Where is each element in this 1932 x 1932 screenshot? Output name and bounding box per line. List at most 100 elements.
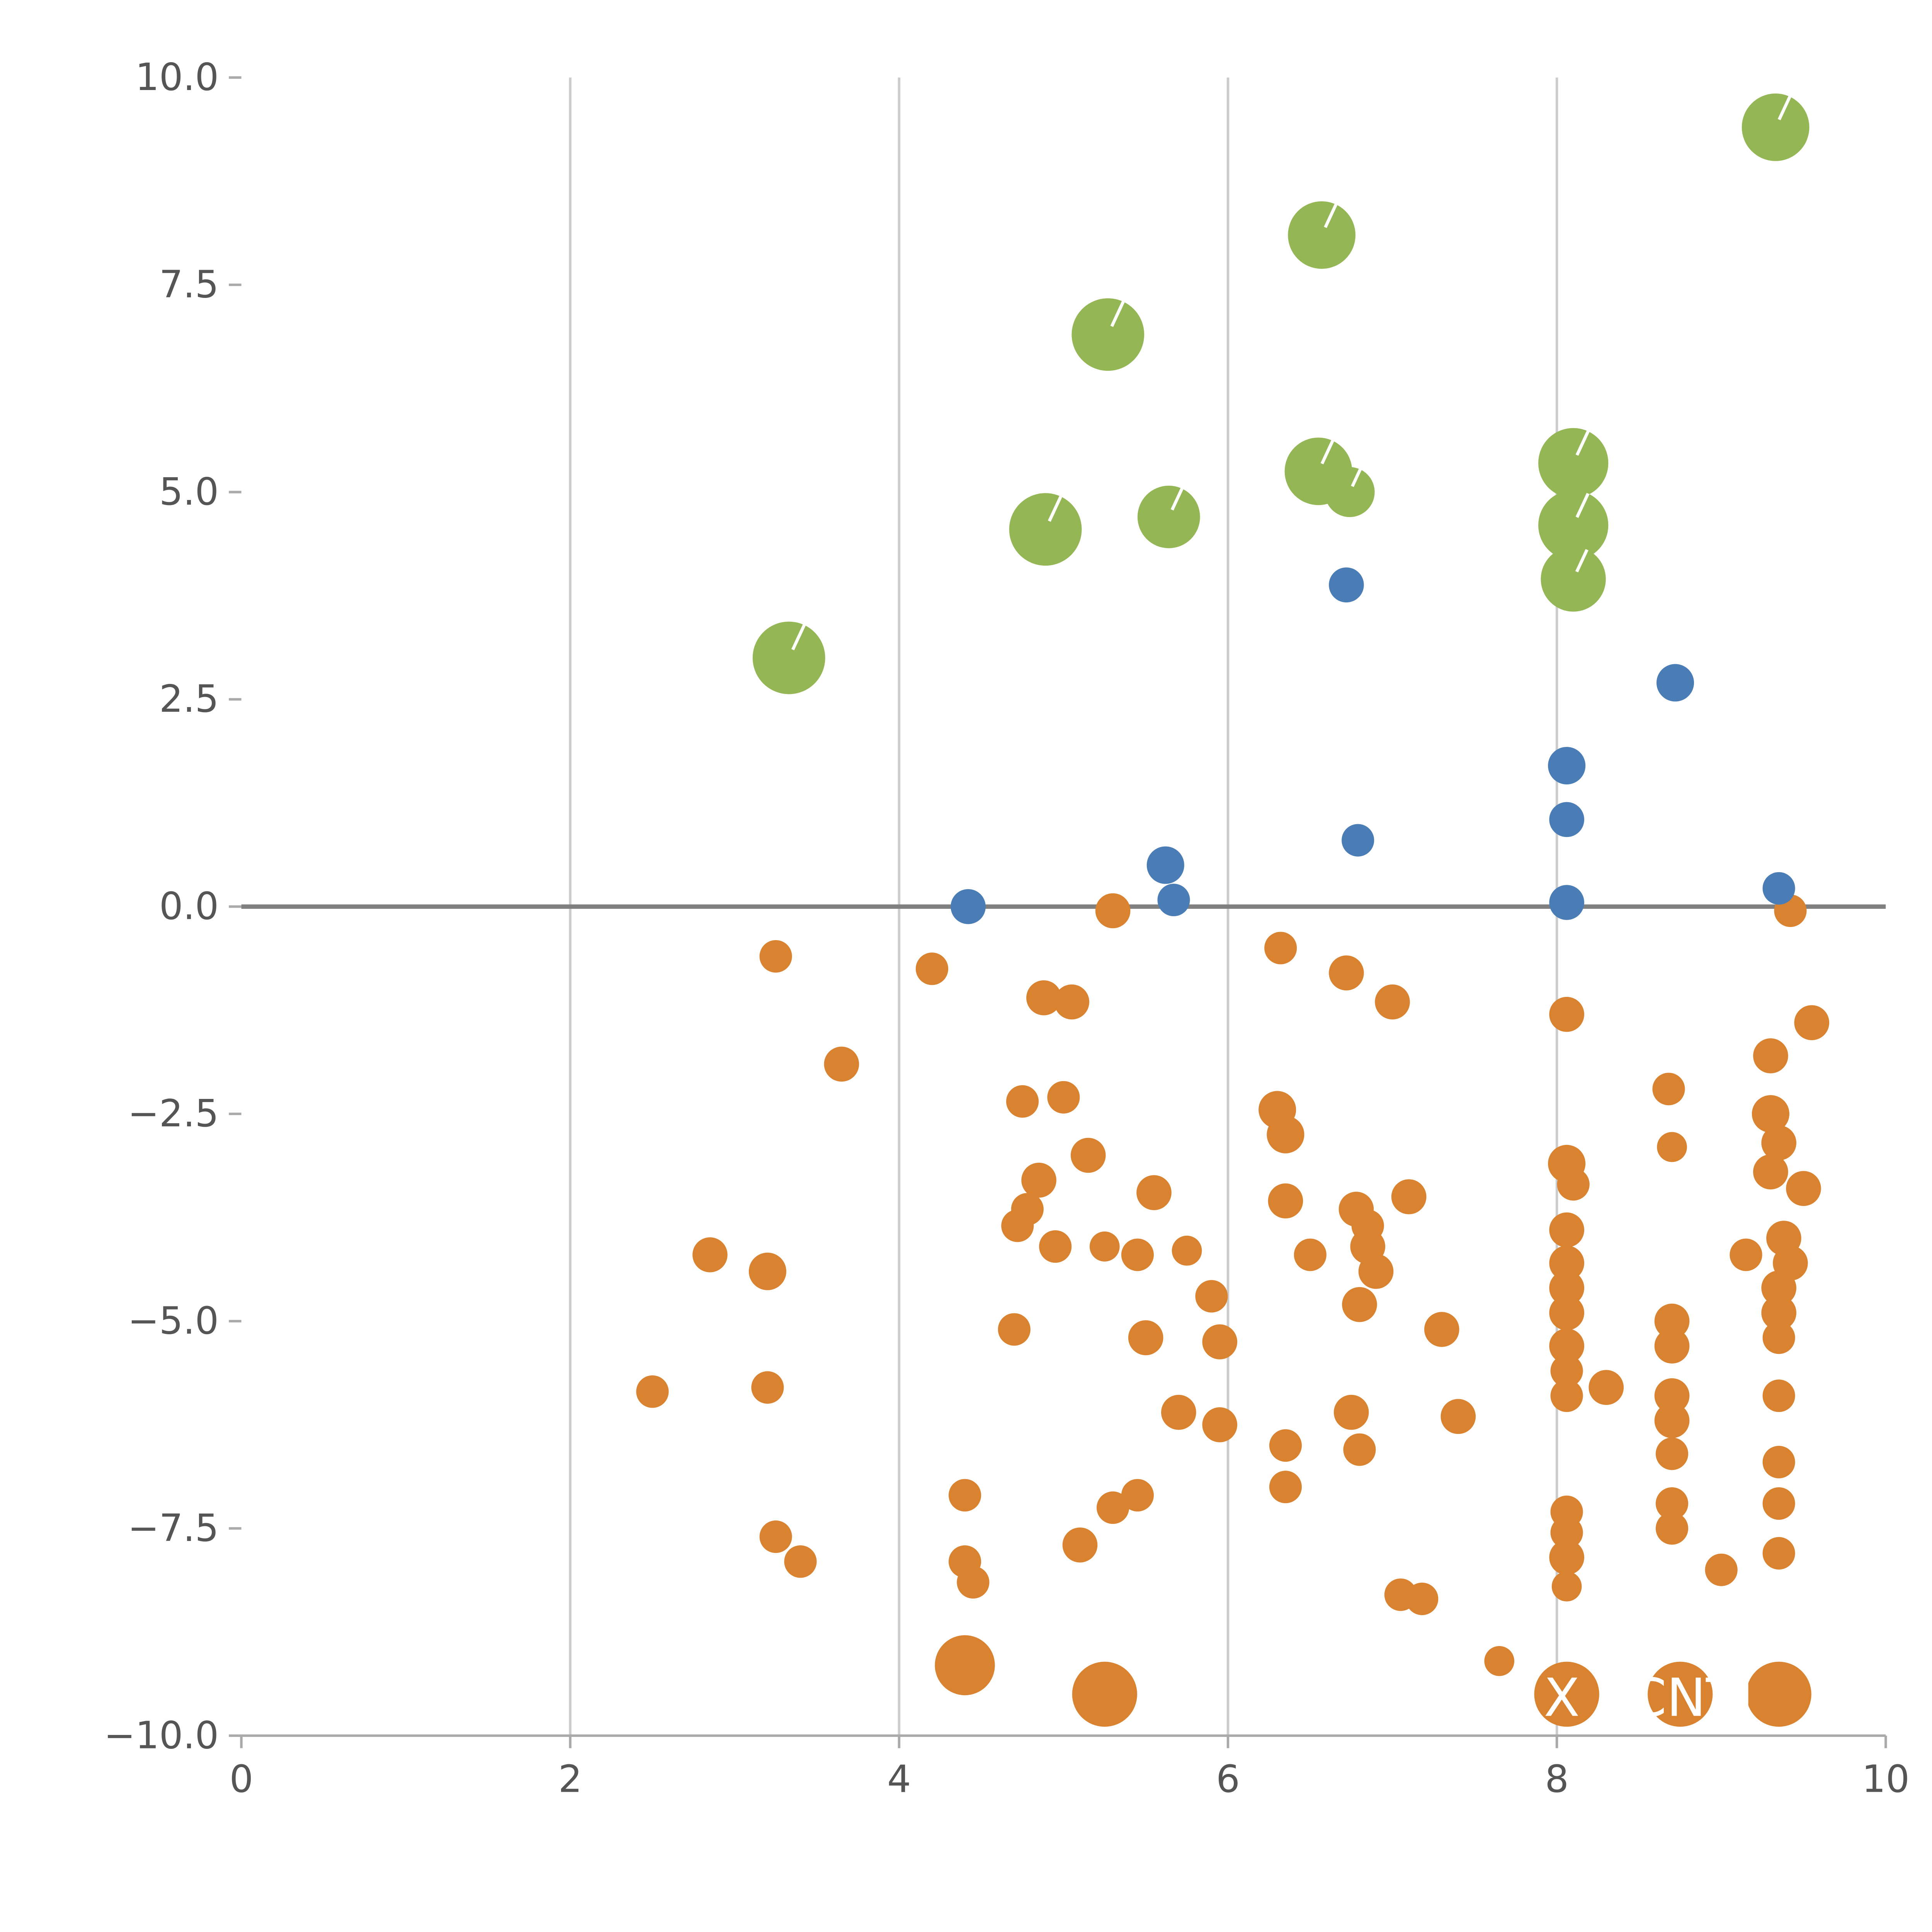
y-tick-label: 10.0 [135,55,219,99]
scatter-point-orange [1652,1073,1685,1105]
x-tick-label: 6 [1216,1757,1240,1801]
scatter-point-orange [1762,1321,1795,1354]
scatter-point-orange [1095,893,1131,929]
scatter-point-orange [957,1566,990,1599]
scatter-point-orange [1549,1212,1584,1248]
scatter-point-orange [1654,1303,1690,1339]
scatter-point-orange [1549,1295,1584,1330]
scatter-point-orange [751,1371,784,1404]
scatter-point-green [1009,493,1082,566]
scatter-point-orange [1391,1179,1427,1214]
scatter-point-green [1325,467,1375,517]
scatter-point-orange [824,1046,859,1082]
x-tick-label: 4 [887,1757,911,1801]
y-tick-label: 5.0 [159,470,219,514]
scatter-point-green [1071,298,1145,371]
scatter-point-orange [1762,1379,1795,1412]
scatter-point-orange [1267,1116,1304,1153]
scatter-point-orange [1762,1537,1795,1570]
scatter-point-blue [1329,567,1364,603]
scatter-point-orange [935,1635,995,1696]
scatter-point-orange [1484,1646,1515,1676]
scatter-point-orange [759,940,792,973]
scatter-point-green [1538,490,1609,560]
scatter-point-blue [1549,802,1584,837]
scatter-point-green [1541,546,1606,612]
scatter-point-orange [1121,1479,1154,1512]
y-tick-label: 0.0 [159,884,219,928]
scatter-point-green [1137,485,1200,548]
bubble-slash-mark [1351,469,1362,487]
scatter-point-orange [1268,1183,1303,1219]
scatter-point-orange [1654,1403,1690,1438]
bubble-slash-mark [1110,301,1125,327]
scatter-point-green [1742,94,1810,161]
y-tick-label: 7.5 [159,262,219,306]
chart-annotation-text: CNTI [1630,1668,1753,1729]
scatter-point-blue [1146,846,1184,884]
scatter-point-orange [1549,1328,1584,1364]
scatter-point-orange [1557,1168,1590,1201]
scatter-point-orange [1195,1280,1228,1313]
scatter-point-blue [951,889,986,924]
scatter-point-orange [1753,1038,1788,1073]
scatter-point-orange [1026,980,1061,1015]
scatter-point-orange [1534,1662,1599,1727]
scatter-point-orange [1786,1171,1821,1206]
scatter-point-orange [1097,1491,1129,1524]
scatter-point-orange [1264,932,1297,964]
scatter-point-orange [1006,1085,1039,1118]
scatter-point-blue [1342,824,1374,857]
scatter-point-orange [1654,1328,1690,1364]
scatter-point-orange [1551,1571,1582,1602]
scatter-point-orange [636,1375,669,1408]
scatter-point-orange [1089,1231,1120,1262]
y-tick-label: −2.5 [128,1092,219,1135]
scatter-point-orange [784,1545,817,1578]
scatter-point-orange [1657,1132,1687,1162]
scatter-point-orange [1358,1254,1394,1289]
scatter-point-orange [1202,1407,1238,1442]
scatter-point-orange [1746,1662,1811,1727]
bubble-slash-mark [1170,488,1184,511]
bubble-slash-mark [1048,496,1062,522]
scatter-point-orange [1406,1582,1439,1615]
scatter-point-orange [1202,1324,1238,1360]
chart-annotation-text: X [1544,1668,1580,1729]
scatter-point-orange [1752,1095,1789,1133]
scatter-point-orange [1294,1238,1327,1271]
scatter-point-orange [1039,1230,1072,1263]
scatter-point-blue [1549,885,1584,920]
bubble-slash-mark [791,624,806,651]
scatter-point-orange [1550,1379,1583,1412]
scatter-point-orange [998,1313,1031,1346]
scatter-point-orange [915,952,949,985]
bubble-slash-mark [1324,204,1338,228]
scatter-point-orange [1655,1512,1689,1545]
bubble-slash-mark [1777,96,1791,121]
scatter-point-orange [1342,1287,1377,1322]
scatter-point-orange [1021,1163,1056,1198]
bubble-slash-mark [1575,430,1590,456]
scatter-point-orange [1070,1138,1106,1173]
scatter-point-orange [759,1520,792,1553]
scatter-point-orange [1550,1516,1583,1549]
y-tick-label: 2.5 [159,677,219,721]
scatter-point-orange [1761,1125,1796,1161]
x-tick-label: 2 [558,1757,582,1801]
x-tick-label: 10 [1862,1757,1910,1801]
scatter-point-orange [1424,1312,1459,1347]
scatter-point-green [1538,428,1609,498]
scatter-point-orange [1753,1154,1788,1190]
y-tick-label: −7.5 [128,1506,219,1550]
scatter-point-orange [748,1252,786,1290]
scatter-point-orange [1655,1487,1689,1520]
scatter-point-orange [1549,1245,1584,1281]
scatter-point-orange [1762,1446,1795,1478]
scatter-point-orange [1655,1437,1689,1470]
scatter-point-orange [1001,1209,1034,1242]
scatter-point-orange [1440,1399,1476,1434]
bubble-slash-mark [1575,549,1588,573]
